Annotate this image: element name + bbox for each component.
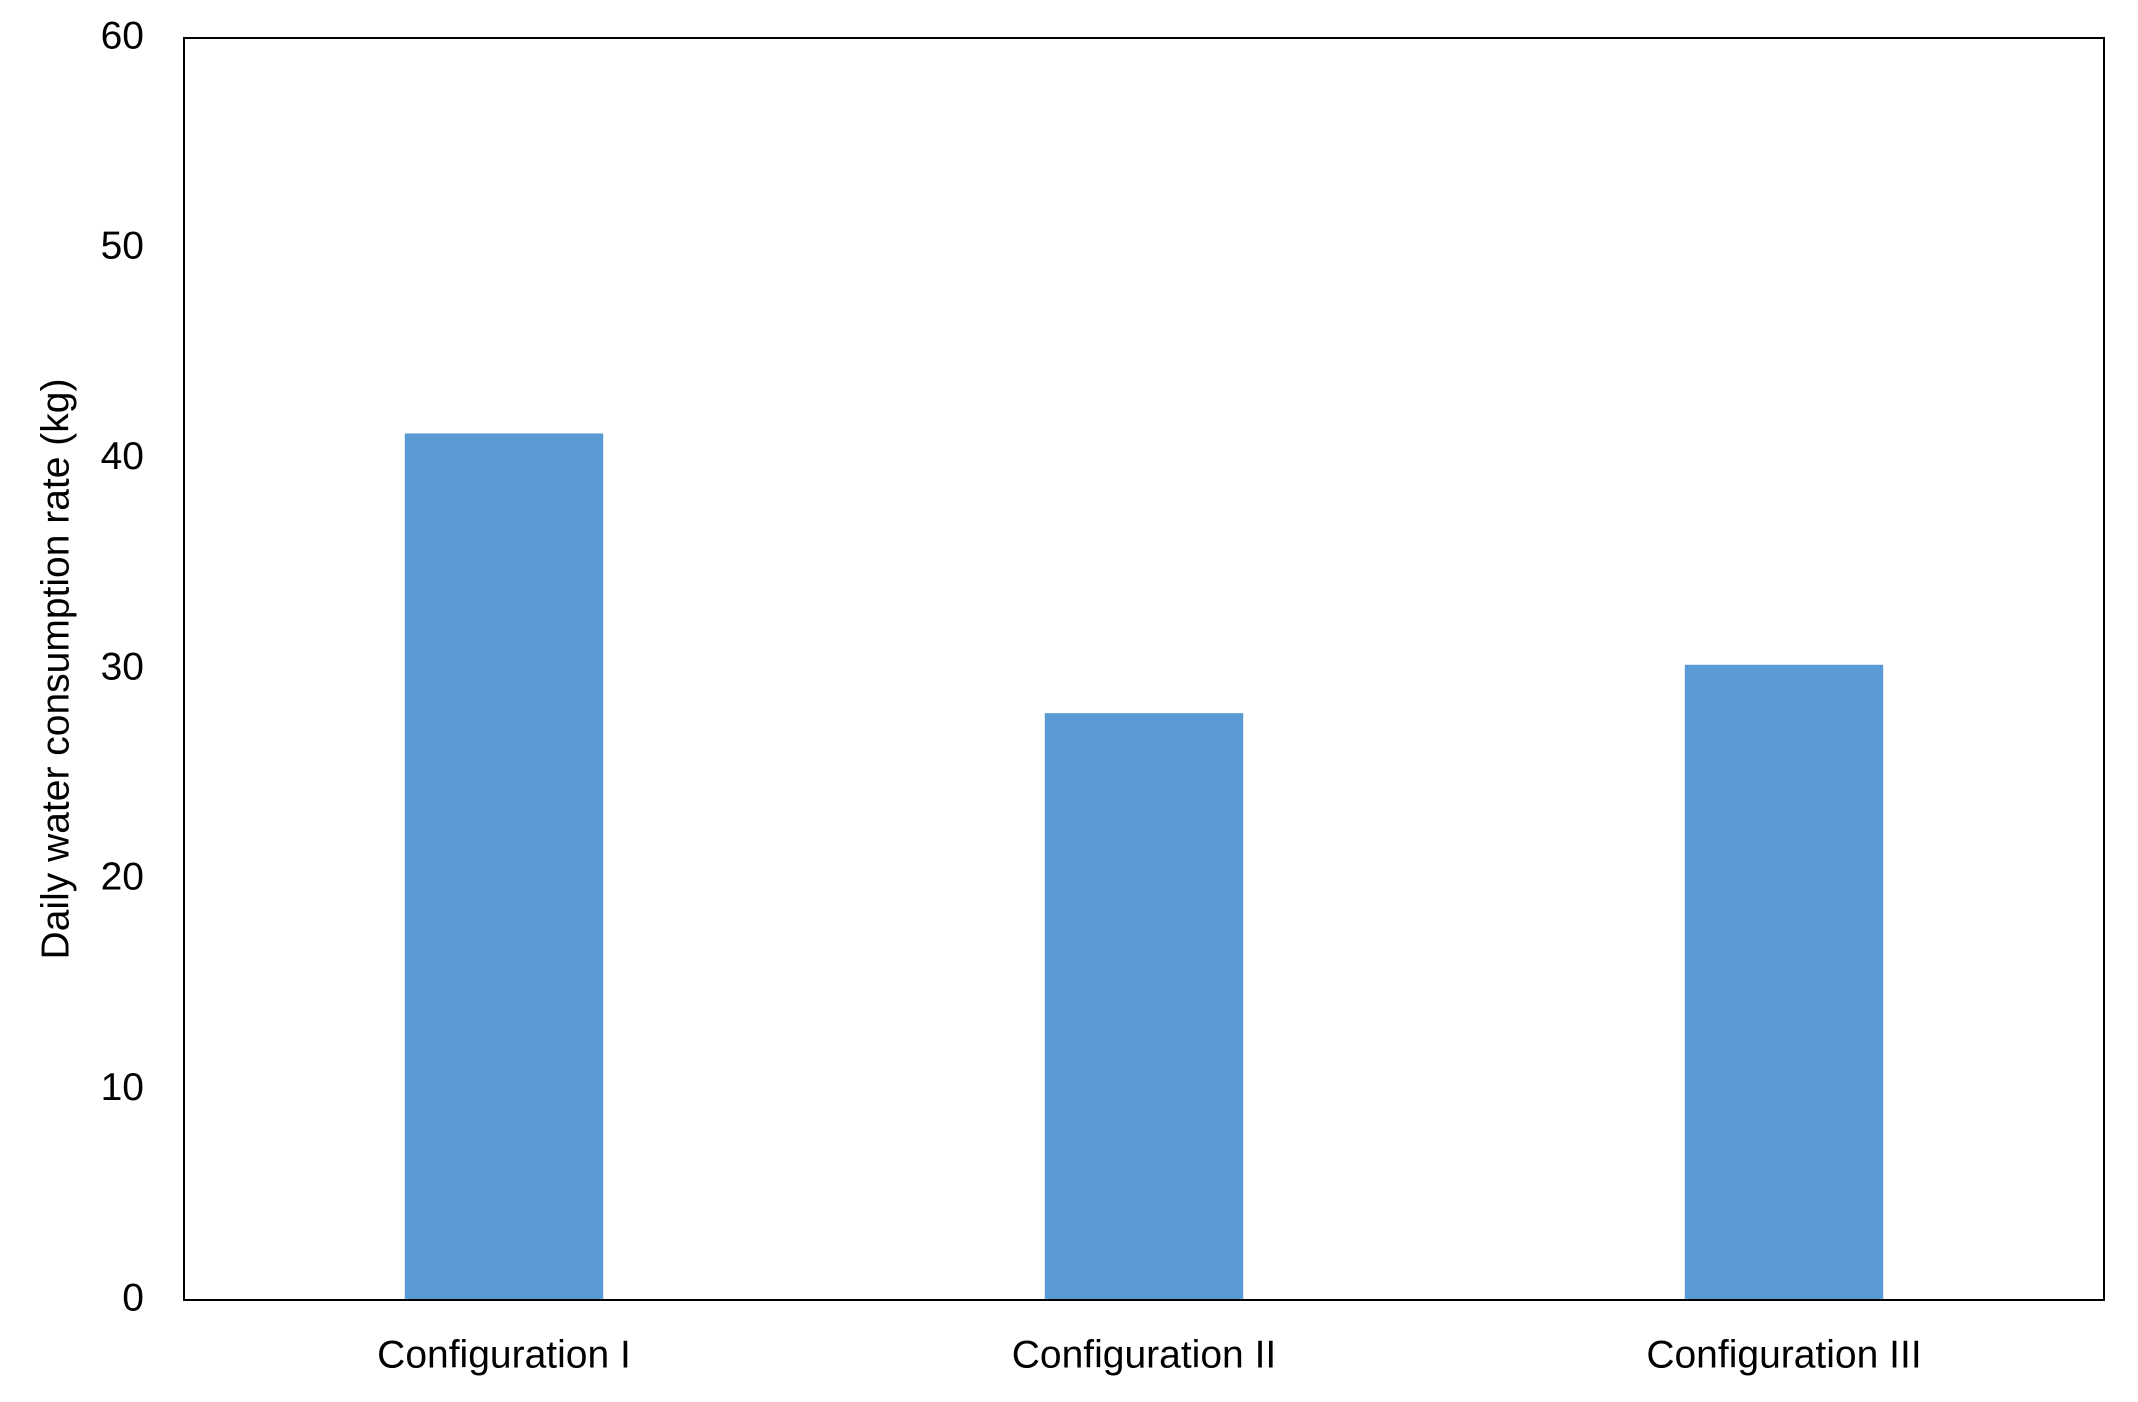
x-tick-label: Configuration II	[1012, 1333, 1277, 1376]
bar	[1684, 664, 1884, 1300]
y-tick-label: 30	[101, 645, 144, 688]
x-tick-label: Configuration I	[377, 1333, 631, 1376]
y-tick-label: 50	[101, 225, 144, 268]
y-tick-label: 20	[101, 856, 144, 899]
y-tick-label: 60	[101, 14, 144, 57]
x-tick-label: Configuration III	[1646, 1333, 1921, 1376]
y-tick-label: 40	[101, 435, 144, 478]
y-axis-label: Daily water consumption rate (kg)	[34, 379, 77, 960]
y-tick-label: 0	[122, 1276, 144, 1319]
bar	[1044, 713, 1244, 1300]
y-tick-label: 10	[101, 1066, 144, 1109]
bar	[404, 433, 604, 1301]
plot-frame	[183, 37, 2105, 1301]
